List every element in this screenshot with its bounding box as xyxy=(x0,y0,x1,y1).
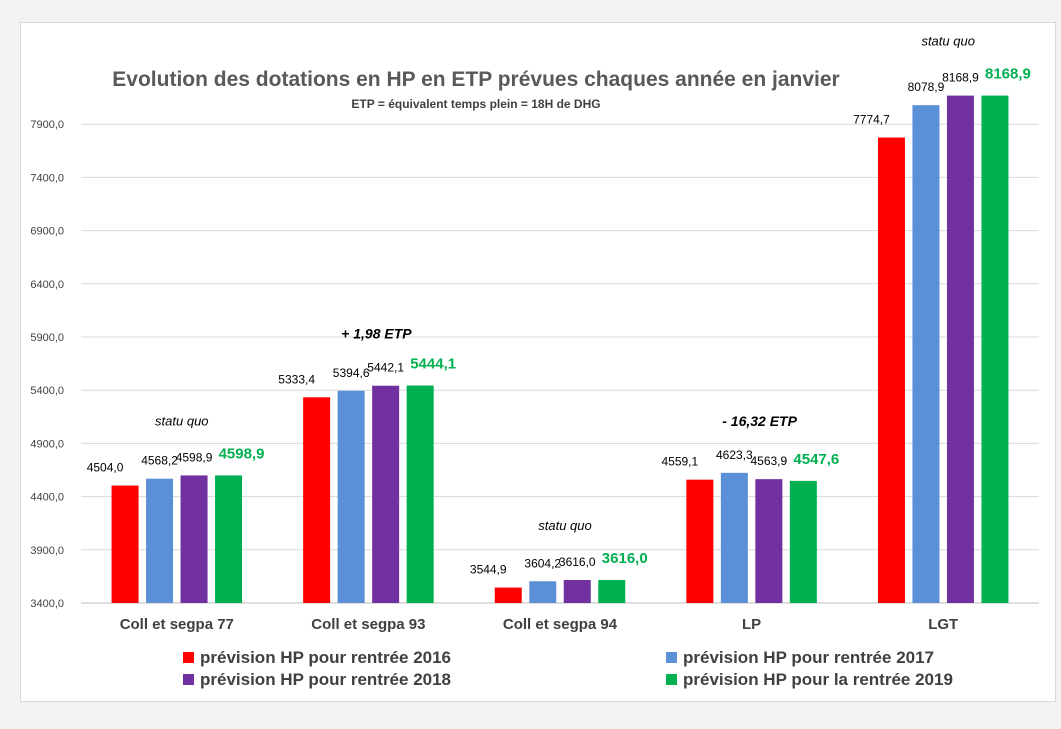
y-tick-label: 4900,0 xyxy=(30,438,64,450)
data-label: 5333,4 xyxy=(278,372,315,386)
data-label: 8078,9 xyxy=(908,80,945,94)
y-tick-label: 7400,0 xyxy=(30,172,64,184)
data-label: 7774,7 xyxy=(853,113,890,127)
data-label: 8168,9 xyxy=(942,71,979,85)
bar xyxy=(981,96,1008,603)
y-tick-label: 6400,0 xyxy=(30,279,64,291)
data-label: 4598,9 xyxy=(176,450,213,464)
y-tick-label: 5400,0 xyxy=(30,385,64,397)
category-label: LGT xyxy=(928,616,958,633)
y-axis: 3400,0 3900,0 4400,0 4900,0 5400,0 5900,0 6400… xyxy=(30,119,64,610)
data-label: 3604,2 xyxy=(524,556,561,570)
y-tick-label: 7900,0 xyxy=(30,119,64,131)
category-label: Coll et segpa 94 xyxy=(503,616,618,633)
legend-label: prévision HP pour la rentrée 2019 xyxy=(683,670,953,689)
bar xyxy=(878,138,905,603)
legend: prévision HP pour rentrée 2016 prévision … xyxy=(183,648,953,689)
legend-label: prévision HP pour rentrée 2018 xyxy=(200,670,451,689)
chart-title: Evolution des dotations en HP en ETP pré… xyxy=(112,68,839,91)
annotation: statu quo xyxy=(538,518,592,533)
bar xyxy=(686,480,713,603)
data-label: 4598,9 xyxy=(219,445,265,462)
chart-subtitle: ETP = équivalent temps plein = 18H de DH… xyxy=(351,97,600,111)
legend-swatch xyxy=(183,674,194,685)
data-label: 3616,0 xyxy=(559,555,596,569)
annotation: - 16,32 ETP xyxy=(722,413,797,429)
data-label: 4623,3 xyxy=(716,448,753,462)
y-tick-label: 6900,0 xyxy=(30,226,64,238)
y-tick-label: 5900,0 xyxy=(30,332,64,344)
bar xyxy=(947,96,974,603)
bar xyxy=(790,481,817,603)
data-label: 4547,6 xyxy=(793,451,839,468)
bar xyxy=(338,391,365,603)
bar xyxy=(495,588,522,603)
bar xyxy=(112,486,139,603)
legend-label: prévision HP pour rentrée 2017 xyxy=(683,648,934,667)
legend-label: prévision HP pour rentrée 2016 xyxy=(200,648,451,667)
bar xyxy=(181,475,208,603)
data-label: 3544,9 xyxy=(470,563,507,577)
bar xyxy=(912,105,939,603)
data-label: 4563,9 xyxy=(750,454,787,468)
bar xyxy=(755,479,782,603)
data-label: 5444,1 xyxy=(410,356,456,373)
data-label: 4568,2 xyxy=(141,454,178,468)
data-label: 3616,0 xyxy=(602,550,648,567)
bar xyxy=(721,473,748,603)
bar xyxy=(303,397,330,603)
legend-swatch xyxy=(666,652,677,663)
y-tick-label: 3400,0 xyxy=(30,598,64,610)
chart-frame: Evolution des dotations en HP en ETP pré… xyxy=(20,22,1056,702)
bar xyxy=(529,581,556,603)
legend-swatch xyxy=(183,652,194,663)
y-tick-label: 4400,0 xyxy=(30,492,64,504)
data-label: 5442,1 xyxy=(367,361,404,375)
data-label: 4559,1 xyxy=(661,455,698,469)
bar xyxy=(215,475,242,603)
bar xyxy=(407,386,434,603)
annotation: statu quo xyxy=(155,413,209,428)
category-label: Coll et segpa 93 xyxy=(311,616,425,633)
annotation: + 1,98 ETP xyxy=(341,326,412,342)
bar-chart: Evolution des dotations en HP en ETP pré… xyxy=(21,23,1055,701)
bar xyxy=(564,580,591,603)
data-label: 5394,6 xyxy=(333,366,370,380)
bar xyxy=(146,479,173,603)
category-label: Coll et segpa 77 xyxy=(120,616,234,633)
y-tick-label: 3900,0 xyxy=(30,545,64,557)
annotation: statu quo xyxy=(921,34,975,49)
category-label: LP xyxy=(742,616,761,633)
bar xyxy=(372,386,399,603)
data-label: 4504,0 xyxy=(87,461,124,475)
bar xyxy=(598,580,625,603)
x-axis: Coll et segpa 77 Coll et segpa 93 Coll et … xyxy=(120,616,959,633)
legend-swatch xyxy=(666,674,677,685)
data-label: 8168,9 xyxy=(985,66,1031,83)
